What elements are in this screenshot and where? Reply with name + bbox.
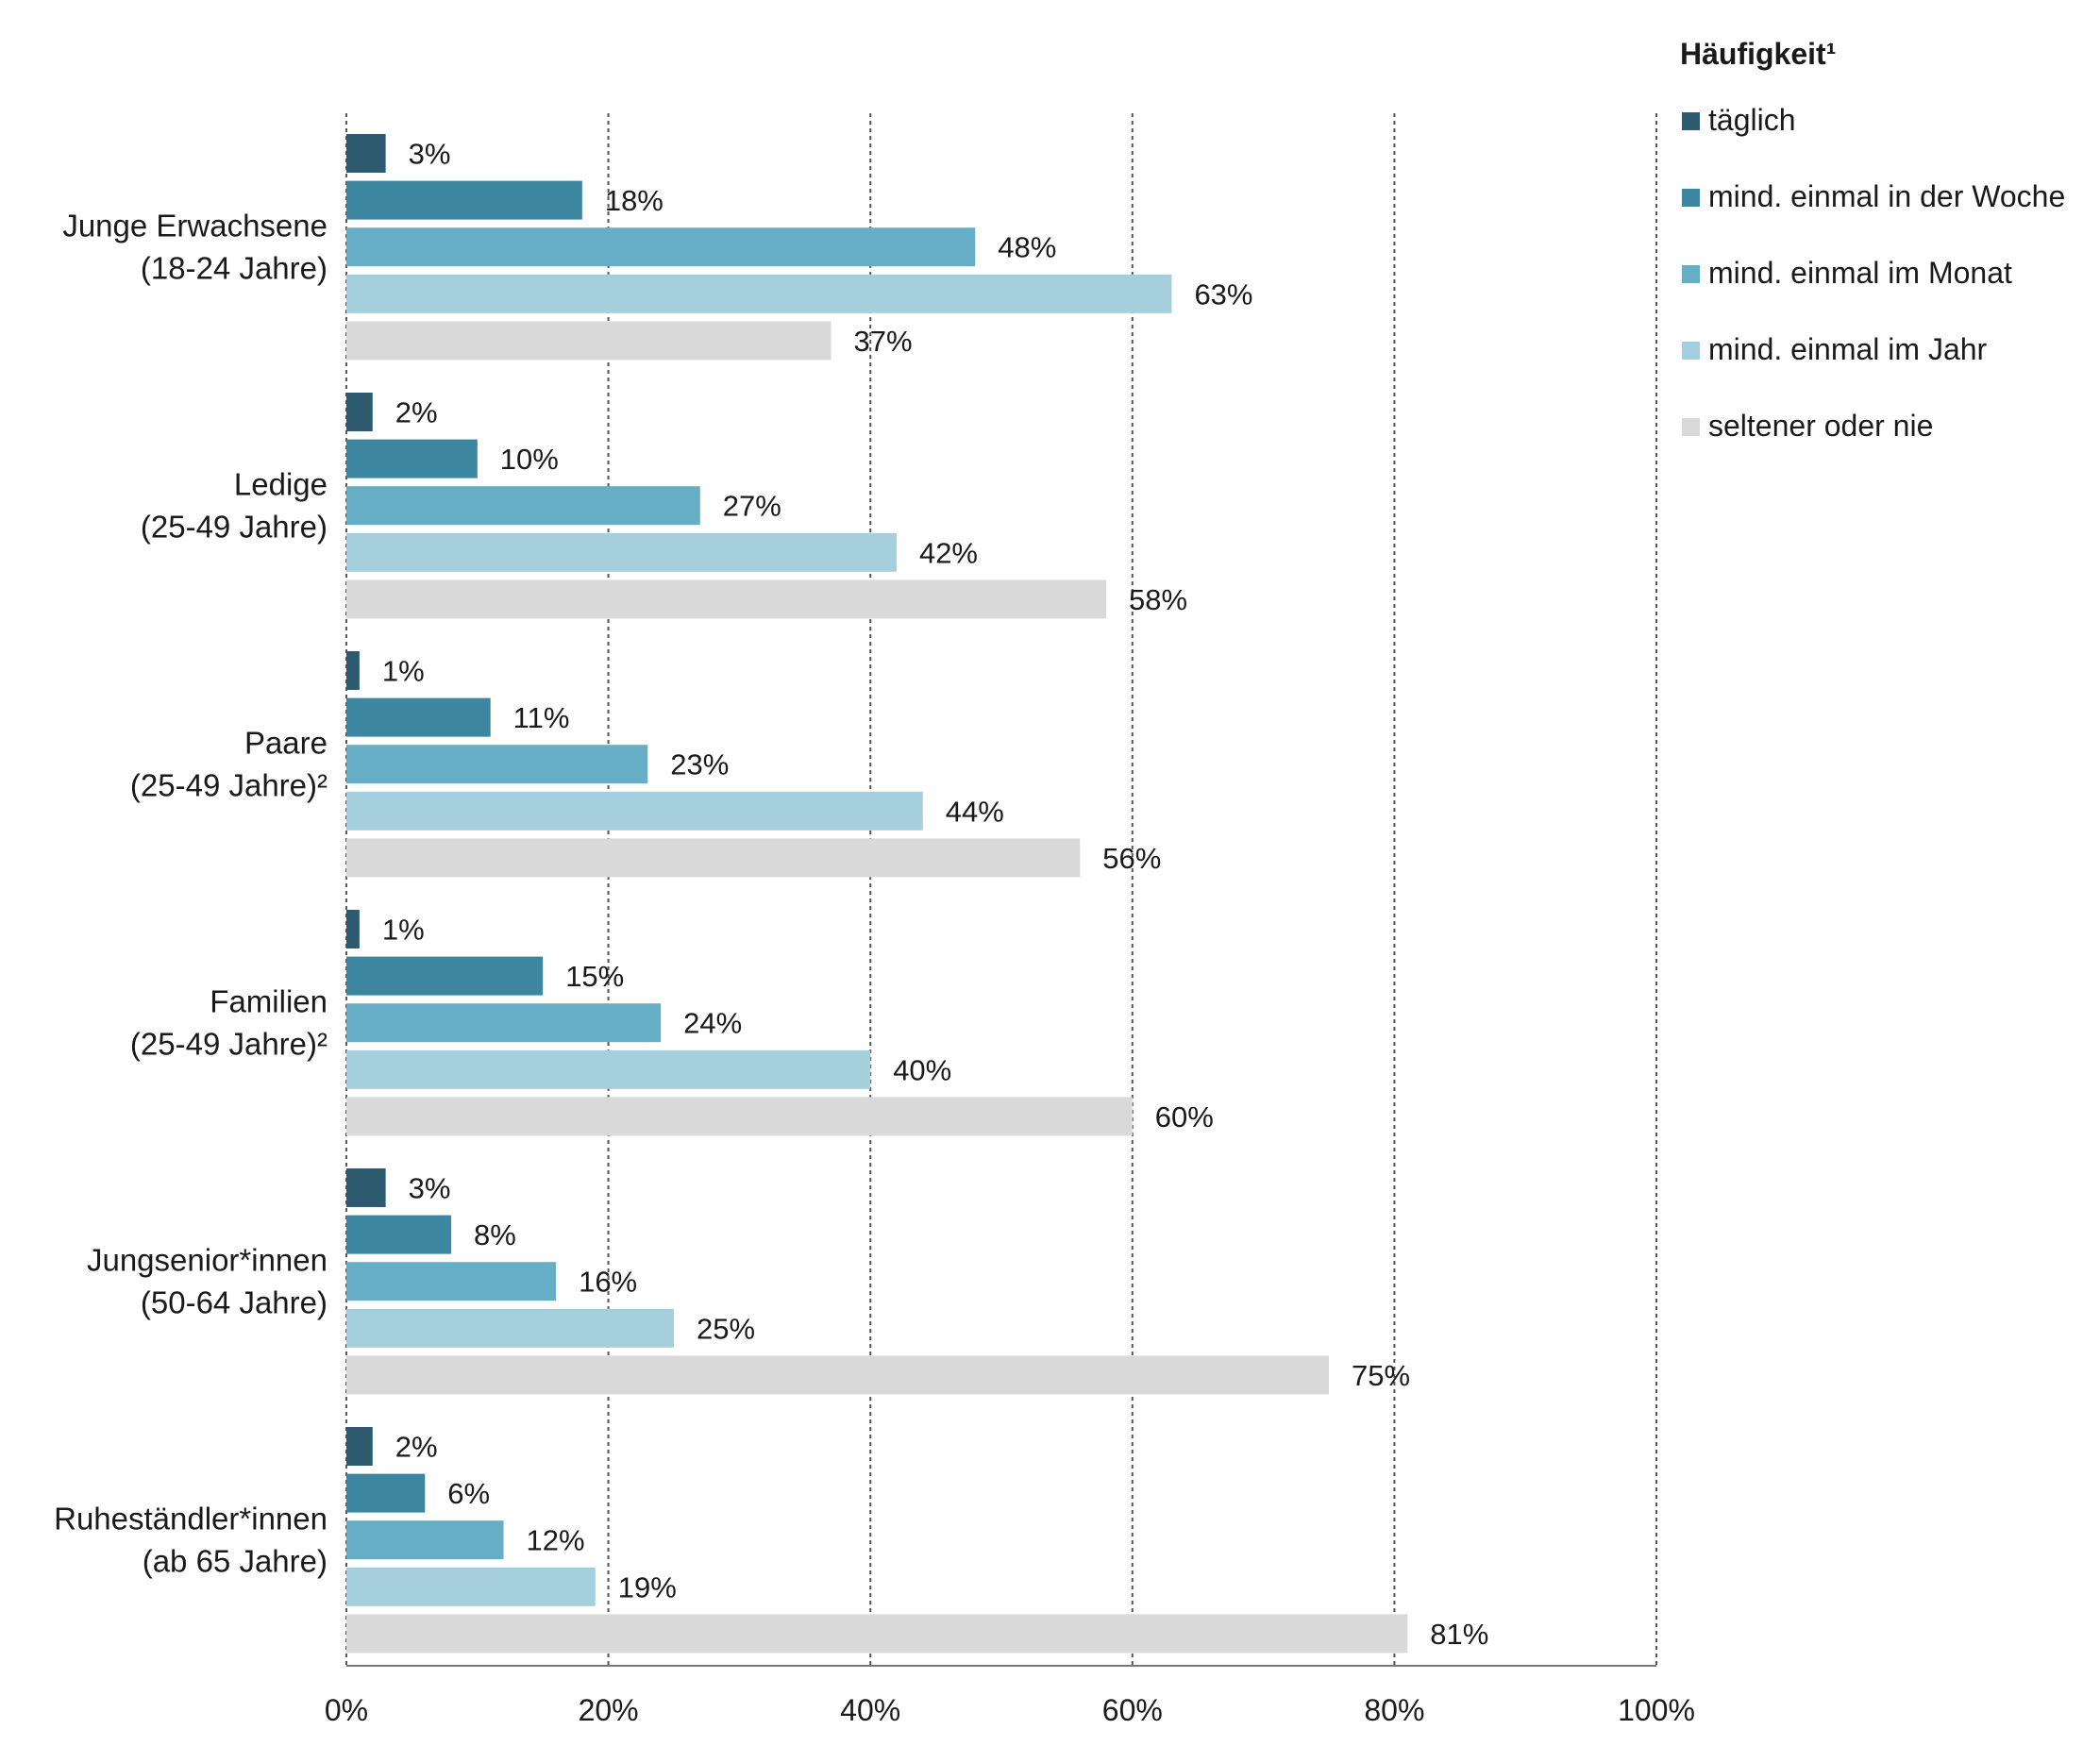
bar-5-2: [346, 1520, 504, 1560]
legend-label-3: mind. einmal im Jahr: [1708, 332, 1988, 366]
legend-label-1: mind. einmal in der Woche: [1708, 179, 2065, 213]
bar-value-label-0-0: 3%: [409, 138, 451, 171]
bar-value-label-5-0: 2%: [395, 1431, 438, 1464]
bar-value-label-4-2: 16%: [579, 1266, 637, 1299]
bar-value-label-4-3: 25%: [697, 1312, 755, 1345]
category-label-0-0: Junge Erwachsene: [62, 209, 328, 243]
bar-2-0: [346, 651, 360, 690]
bar-value-label-5-2: 12%: [527, 1524, 585, 1557]
bar-2-2: [346, 745, 648, 784]
category-label-4-1: (50-64 Jahre): [141, 1285, 328, 1320]
legend-swatch-2: [1682, 265, 1700, 283]
bar-1-3: [346, 532, 897, 572]
bar-value-label-1-3: 42%: [919, 536, 978, 569]
bar-1-2: [346, 486, 700, 526]
legend-swatch-3: [1682, 342, 1700, 360]
category-label-2-1: (25-49 Jahre)²: [130, 768, 328, 803]
x-axis: 0% 20% 40% 60% 80% 100%: [325, 1665, 1695, 1727]
bar-4-4: [346, 1355, 1329, 1395]
bar-1-4: [346, 579, 1107, 619]
bar-5-0: [346, 1427, 373, 1466]
bar-5-1: [346, 1473, 426, 1513]
bar-value-label-2-3: 44%: [946, 795, 1004, 828]
bar-0-3: [346, 274, 1172, 313]
bar-4-0: [346, 1168, 386, 1207]
bar-4-3: [346, 1308, 674, 1348]
bar-value-label-5-4: 81%: [1430, 1618, 1488, 1651]
bar-value-label-0-4: 37%: [854, 325, 913, 358]
bar-3-1: [346, 956, 544, 996]
bars: [346, 134, 1408, 1654]
x-tick-label-0: 0%: [325, 1693, 368, 1727]
bar-value-label-1-4: 58%: [1129, 583, 1187, 616]
bar-0-2: [346, 227, 976, 267]
category-label-1-1: (25-49 Jahre): [141, 510, 328, 545]
category-label-3-0: Familien: [210, 984, 328, 1019]
category-label-0-1: (18-24 Jahre): [141, 251, 328, 286]
legend-label-2: mind. einmal im Monat: [1708, 256, 2012, 290]
category-label-4-0: Jungsenior*innen: [87, 1243, 328, 1278]
x-tick-label-1: 20%: [579, 1693, 639, 1727]
legend-label-4: seltener oder nie: [1708, 409, 1933, 443]
bar-3-4: [346, 1097, 1133, 1136]
x-tick-label-5: 100%: [1618, 1693, 1695, 1727]
bar-value-label-0-1: 18%: [605, 184, 664, 217]
category-labels: Junge Erwachsene (18-24 Jahre) Ledige (25-4…: [54, 209, 328, 1579]
bar-value-label-0-3: 63%: [1194, 277, 1252, 311]
bar-value-label-5-1: 6%: [447, 1477, 490, 1510]
bar-value-label-4-0: 3%: [409, 1172, 451, 1205]
bar-value-label-1-0: 2%: [395, 396, 438, 429]
bar-value-label-3-3: 40%: [893, 1053, 951, 1086]
bar-value-label-0-2: 48%: [998, 231, 1056, 264]
bar-0-1: [346, 180, 582, 220]
bar-0-0: [346, 134, 386, 173]
bar-value-label-3-1: 15%: [565, 960, 624, 993]
bar-value-label-2-2: 23%: [670, 748, 729, 781]
bar-4-2: [346, 1262, 557, 1301]
bar-value-label-5-3: 19%: [618, 1570, 677, 1603]
legend-title: Häufigkeit¹: [1680, 37, 1836, 71]
x-tick-label-3: 60%: [1102, 1693, 1163, 1727]
category-label-5-1: (ab 65 Jahre): [143, 1544, 328, 1579]
bar-value-label-4-4: 75%: [1352, 1359, 1410, 1392]
bar-0-4: [346, 321, 832, 361]
bar-1-1: [346, 439, 478, 478]
bar-value-label-3-0: 1%: [382, 914, 425, 947]
bar-value-label-3-2: 24%: [683, 1007, 742, 1040]
bar-2-1: [346, 697, 491, 737]
category-label-5-0: Ruheständler*innen: [54, 1502, 328, 1536]
bar-3-2: [346, 1003, 662, 1043]
bar-2-3: [346, 791, 923, 831]
bar-5-4: [346, 1614, 1408, 1654]
legend: Häufigkeit¹ täglich mind. einmal in der Wo…: [1680, 37, 2065, 443]
bar-3-3: [346, 1049, 871, 1089]
bar-value-label-2-4: 56%: [1102, 842, 1161, 875]
bar-value-label-1-2: 27%: [723, 490, 781, 523]
category-label-1-0: Ledige: [234, 467, 328, 502]
grid-lines: [345, 113, 1657, 1666]
bar-3-0: [346, 910, 360, 949]
legend-swatch-0: [1682, 112, 1700, 130]
bar-value-label-3-4: 60%: [1155, 1100, 1214, 1133]
bar-2-4: [346, 838, 1081, 878]
bar-value-label-2-0: 1%: [382, 655, 425, 688]
bar-5-3: [346, 1567, 596, 1606]
bar-1-0: [346, 393, 373, 431]
bar-value-label-4-1: 8%: [474, 1218, 516, 1251]
legend-label-0: täglich: [1708, 103, 1796, 137]
x-tick-label-2: 40%: [840, 1693, 900, 1727]
legend-swatch-1: [1682, 189, 1700, 207]
x-tick-label-4: 80%: [1364, 1693, 1424, 1727]
category-label-2-0: Paare: [244, 726, 328, 761]
bar-value-label-1-1: 10%: [500, 443, 559, 476]
legend-swatch-4: [1682, 418, 1700, 436]
category-label-3-1: (25-49 Jahre)²: [130, 1027, 328, 1062]
bar-value-label-2-1: 11%: [513, 701, 570, 734]
bar-4-1: [346, 1215, 452, 1254]
data-labels: 3% 18% 48% 63% 37% 2% 10% 27% 42% 58% 1% 11% 23% 44% 5…: [382, 138, 1488, 1651]
